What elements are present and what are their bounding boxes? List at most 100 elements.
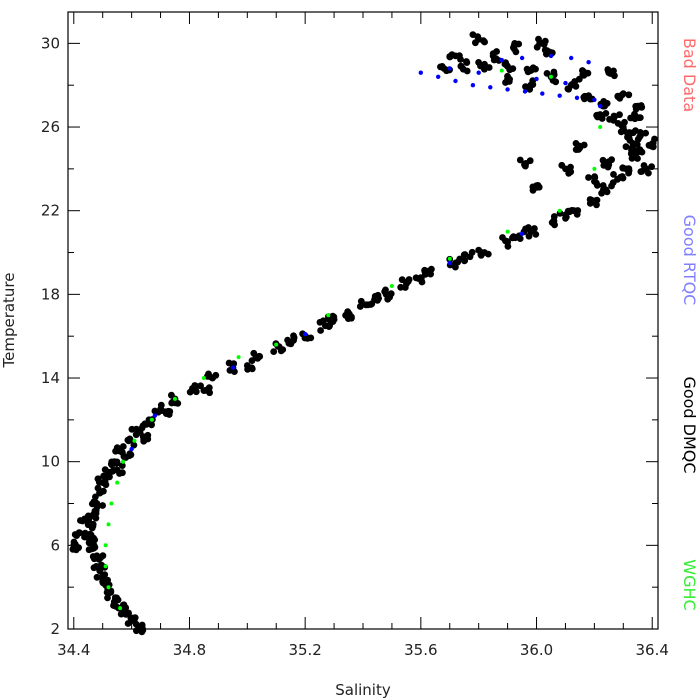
- point-good-dmqc: [620, 127, 628, 135]
- point-good-dmqc: [566, 208, 573, 216]
- point-good-dmqc: [543, 70, 551, 77]
- point-good-dmqc: [459, 65, 467, 73]
- point-good-dmqc: [550, 213, 558, 220]
- point-good-dmqc: [640, 162, 648, 169]
- point-wghc: [447, 256, 452, 261]
- point-good-dmqc: [454, 258, 462, 266]
- point-good-dmqc: [139, 626, 147, 634]
- point-good-dmqc: [535, 183, 543, 191]
- point-good-dmqc: [619, 174, 627, 182]
- point-good-dmqc: [585, 174, 592, 181]
- point-wghc: [592, 166, 597, 171]
- point-wghc: [132, 438, 137, 443]
- point-good-dmqc: [468, 248, 476, 256]
- point-good-dmqc: [136, 429, 144, 436]
- point-good-dmqc: [157, 401, 165, 409]
- point-good-dmqc: [119, 469, 126, 477]
- point-good-dmqc: [111, 594, 119, 602]
- point-good-dmqc: [575, 75, 583, 83]
- point-good-dmqc: [533, 43, 541, 51]
- point-good-dmqc: [230, 360, 238, 368]
- y-tick-label: 26: [41, 118, 60, 136]
- legend-label-good-dmqc: Good DMQC: [680, 376, 699, 473]
- point-good-dmqc: [127, 614, 135, 622]
- point-good-dmqc: [270, 348, 278, 355]
- point-good-dmqc: [504, 243, 512, 250]
- point-good-dmqc: [591, 174, 599, 182]
- point-good-rtqc: [230, 365, 236, 370]
- point-wghc: [557, 208, 562, 213]
- point-good-dmqc: [610, 171, 617, 178]
- point-good-dmqc: [304, 335, 311, 342]
- point-good-dmqc: [525, 232, 533, 240]
- point-wghc: [118, 606, 123, 611]
- point-good-dmqc: [168, 399, 176, 407]
- legend-label-wghc: WGHC: [680, 559, 699, 610]
- point-wghc: [173, 396, 177, 401]
- point-good-dmqc: [580, 93, 588, 101]
- point-good-dmqc: [290, 334, 298, 342]
- point-good-dmqc: [124, 620, 132, 627]
- point-good-dmqc: [401, 284, 409, 291]
- point-good-dmqc: [572, 82, 580, 90]
- point-good-dmqc: [593, 201, 600, 209]
- point-good-dmqc: [492, 55, 500, 63]
- point-good-rtqc: [129, 446, 134, 452]
- point-good-dmqc: [75, 544, 82, 552]
- point-good-dmqc: [649, 139, 657, 147]
- point-good-rtqc: [519, 55, 525, 61]
- point-good-rtqc: [540, 91, 545, 96]
- point-good-dmqc: [69, 545, 77, 553]
- point-good-dmqc: [113, 460, 120, 467]
- point-good-dmqc: [562, 213, 570, 221]
- point-good-dmqc: [642, 129, 649, 137]
- point-good-dmqc: [485, 64, 493, 71]
- point-good-dmqc: [528, 66, 536, 74]
- data-points-layer: [69, 31, 658, 636]
- point-good-dmqc: [93, 503, 101, 511]
- point-good-dmqc: [558, 161, 566, 169]
- x-tick-labels: 34.4 34.8 35.2 35.6 36.0 36.4: [57, 641, 669, 659]
- point-good-dmqc: [330, 313, 338, 321]
- point-good-dmqc: [629, 151, 637, 159]
- point-good-dmqc: [512, 48, 520, 56]
- point-good-rtqc: [436, 74, 441, 80]
- point-good-dmqc: [460, 251, 468, 259]
- point-good-rtqc: [447, 66, 452, 71]
- point-good-dmqc: [477, 62, 484, 70]
- point-good-rtqc: [303, 331, 308, 337]
- point-good-dmqc: [95, 478, 103, 486]
- point-good-rtqc: [569, 55, 574, 61]
- point-good-rtqc: [470, 83, 476, 88]
- point-good-dmqc: [586, 196, 594, 203]
- point-good-dmqc: [515, 40, 523, 48]
- point-good-dmqc: [95, 556, 103, 563]
- point-good-dmqc: [565, 85, 572, 93]
- point-good-rtqc: [519, 231, 525, 236]
- x-tick-label: 34.4: [57, 641, 90, 659]
- y-axis-title: Temperature: [0, 272, 18, 368]
- point-wghc: [201, 376, 206, 380]
- point-good-dmqc: [412, 274, 420, 282]
- point-good-dmqc: [101, 466, 109, 473]
- point-good-rtqc: [418, 70, 423, 75]
- point-good-dmqc: [463, 59, 471, 66]
- point-good-dmqc: [89, 553, 97, 560]
- point-good-dmqc: [97, 488, 105, 496]
- point-wghc: [103, 564, 108, 569]
- point-good-dmqc: [580, 68, 588, 76]
- point-good-rtqc: [505, 87, 510, 92]
- point-good-rtqc: [563, 80, 568, 86]
- point-good-dmqc: [90, 564, 98, 572]
- point-good-dmqc: [186, 388, 194, 396]
- x-tick-label: 36.4: [636, 641, 669, 659]
- point-good-dmqc: [593, 181, 601, 189]
- legend: Bad Data Good RTQC Good DMQC WGHC: [680, 38, 699, 611]
- point-good-dmqc: [345, 310, 353, 318]
- point-good-dmqc: [599, 156, 607, 164]
- point-good-dmqc: [552, 78, 560, 86]
- point-good-dmqc: [126, 436, 134, 444]
- point-good-rtqc: [598, 103, 603, 109]
- point-good-dmqc: [505, 78, 513, 85]
- point-wghc: [121, 459, 125, 464]
